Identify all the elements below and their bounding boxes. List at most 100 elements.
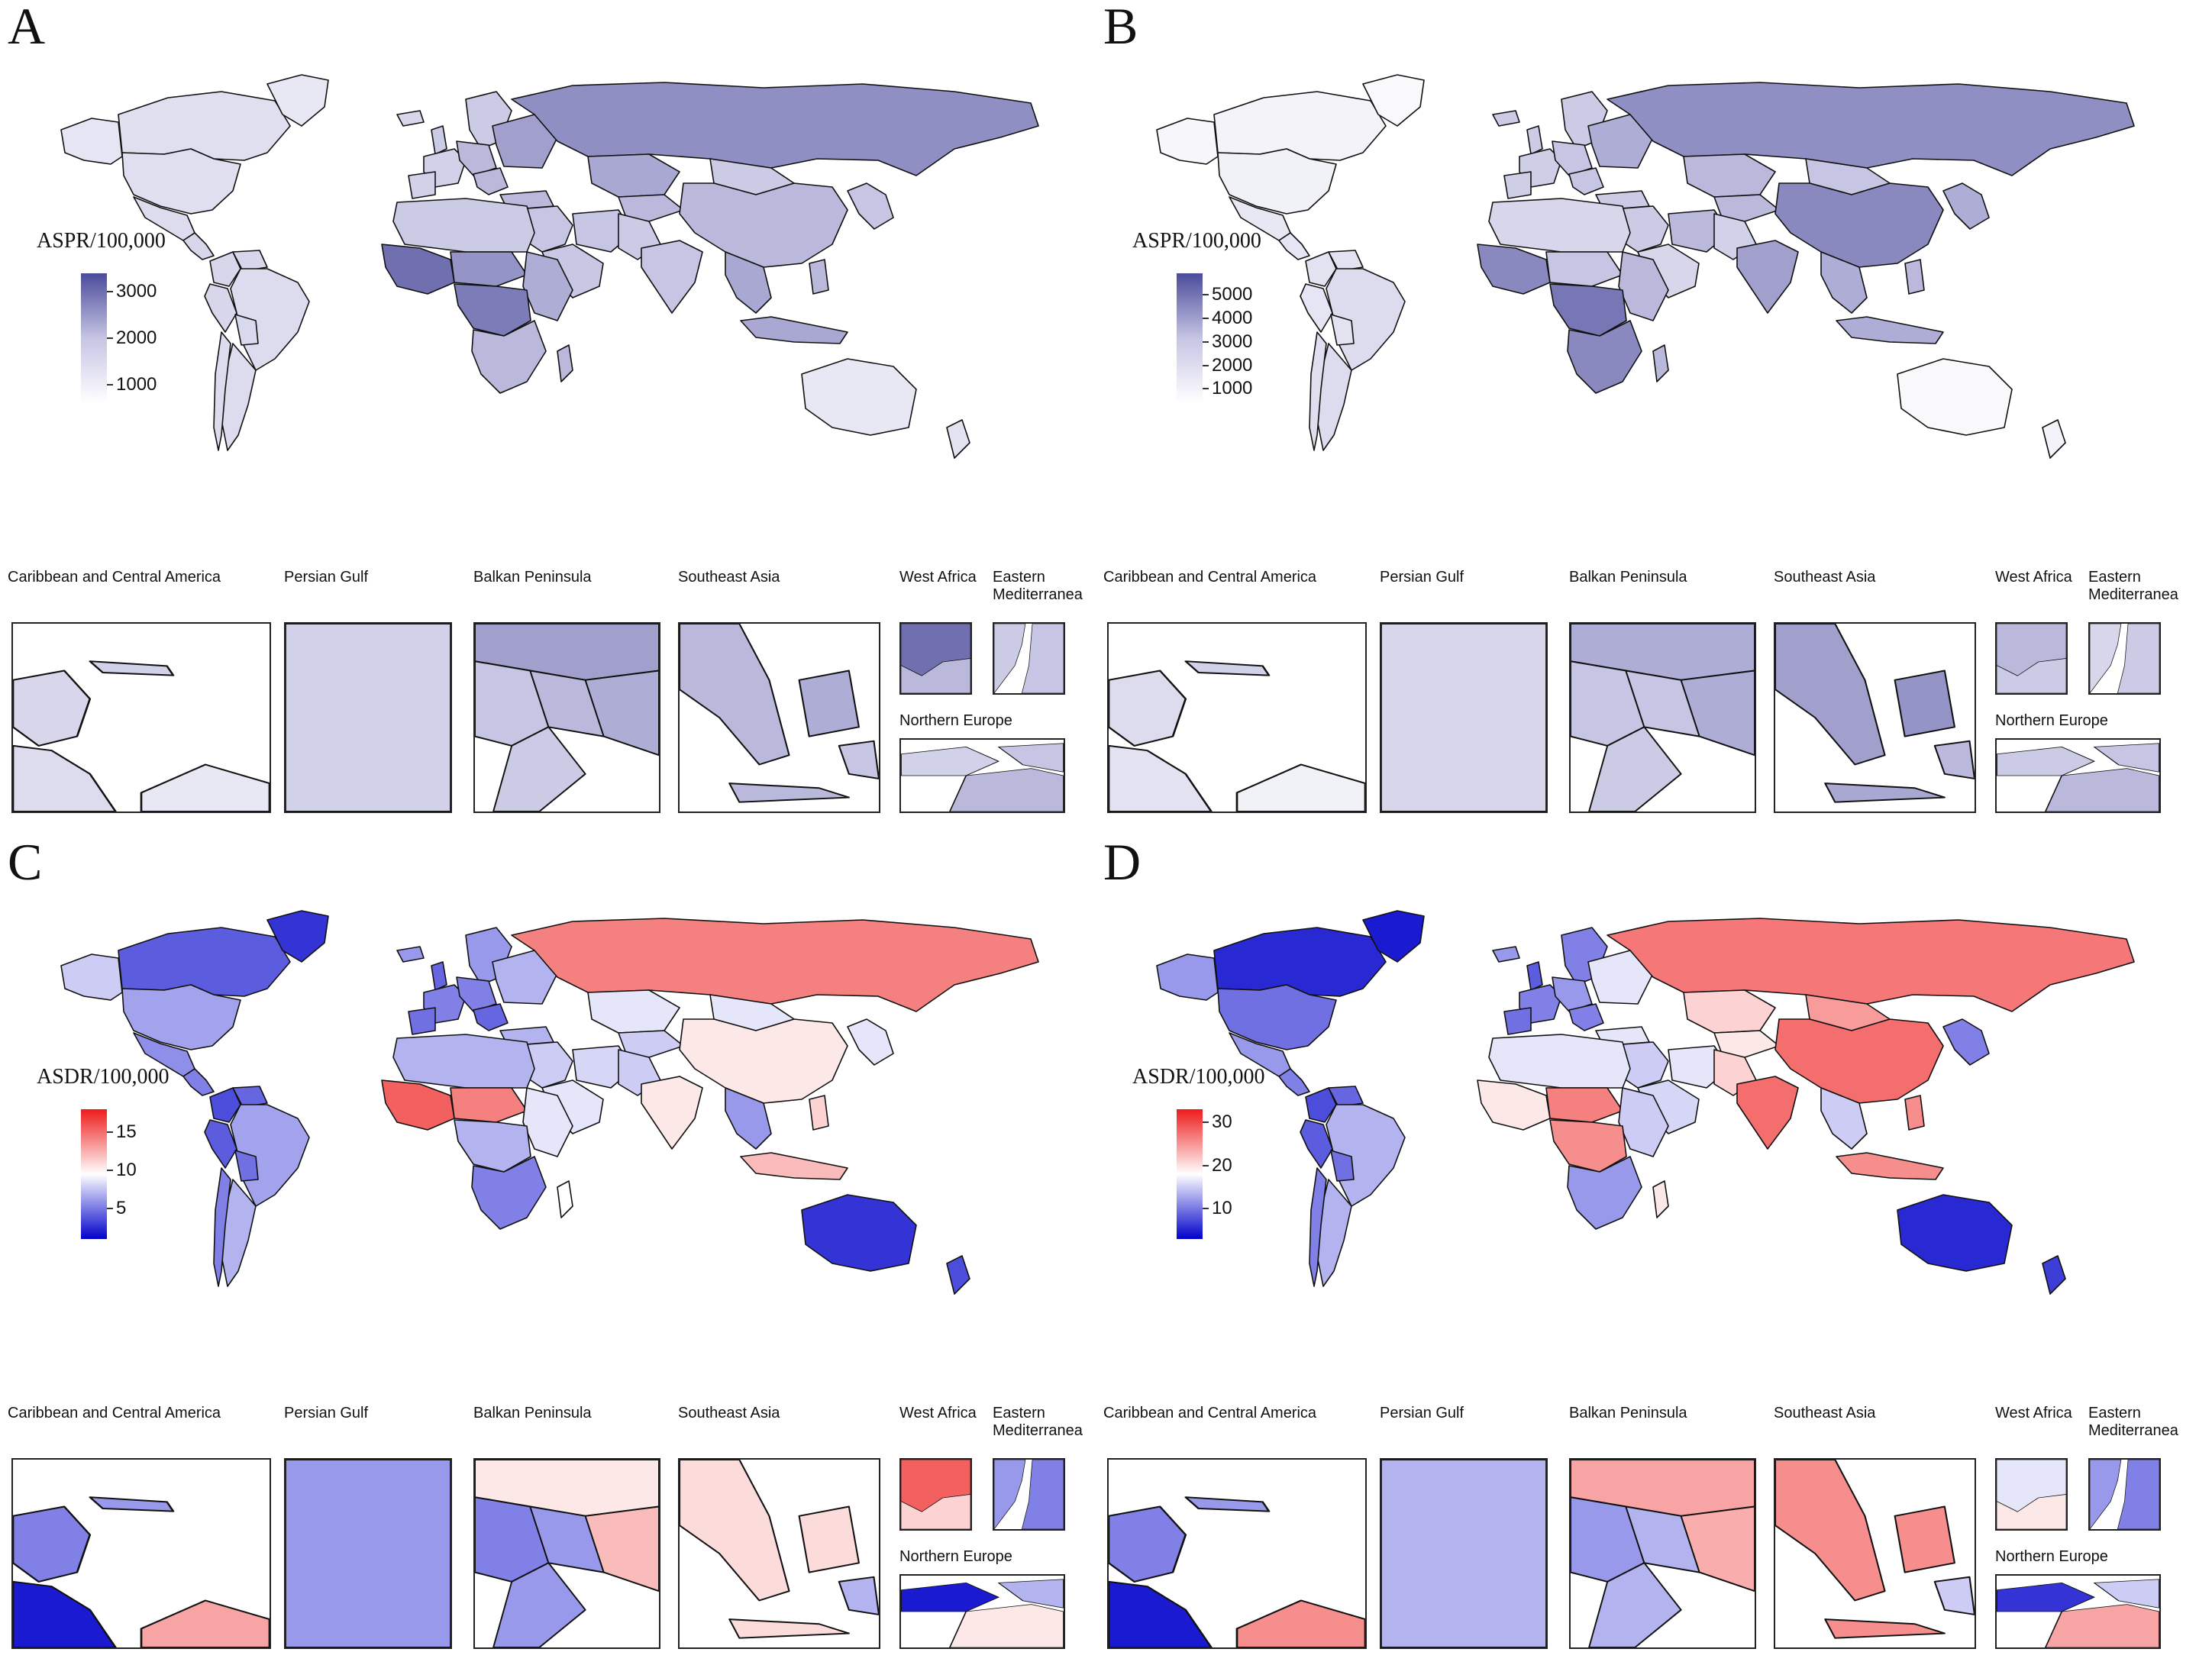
region-iceland xyxy=(1492,110,1520,127)
inset-region xyxy=(1775,624,1886,766)
region-colombia xyxy=(1305,251,1337,287)
inset-region xyxy=(994,624,1026,693)
region-iberia xyxy=(1503,171,1532,199)
region-southern-africa xyxy=(471,1156,547,1230)
inset-map-frame xyxy=(1995,738,2161,813)
inset-map-frame xyxy=(11,1458,271,1649)
inset-map-frame xyxy=(1107,1458,1367,1649)
inset-map-frame xyxy=(473,622,660,813)
region-new-zealand xyxy=(946,419,970,459)
inset-title: Northern Europe xyxy=(1995,1548,2108,1565)
region-central-america xyxy=(1278,232,1310,260)
legend-color-bar xyxy=(1177,1109,1203,1239)
inset-region xyxy=(949,768,1064,812)
region-sahel xyxy=(1545,251,1623,287)
region-north-africa xyxy=(1488,198,1631,253)
legend: ASPR/100,000 5000 4000 3000 2000 1000 xyxy=(1132,229,1331,428)
legend-color-bar xyxy=(81,273,107,403)
region-central-america xyxy=(182,1068,215,1096)
inset-map-frame xyxy=(1774,1458,1976,1649)
inset-map-frame xyxy=(993,622,1065,695)
region-india xyxy=(641,1076,703,1150)
region-kazakhstan xyxy=(587,153,680,198)
legend-tick-label: 4000 xyxy=(1212,307,1253,328)
region-madagascar xyxy=(557,344,573,382)
region-east-africa xyxy=(1618,1087,1669,1157)
inset-title: Southeast Asia xyxy=(1774,1405,1876,1421)
region-colombia xyxy=(209,1087,241,1123)
inset-region xyxy=(728,1618,850,1639)
inset-region xyxy=(1824,1618,1946,1639)
region-greenland xyxy=(1362,74,1425,127)
inset-title: Caribbean and Central America xyxy=(1103,569,1317,586)
inset-title: Balkan Peninsula xyxy=(1569,569,1687,586)
region-canada xyxy=(118,91,291,161)
region-west-africa xyxy=(1477,1079,1551,1131)
region-canada xyxy=(1213,927,1387,997)
region-chile xyxy=(213,331,231,451)
region-chile xyxy=(1309,1167,1327,1287)
inset-region xyxy=(1894,1505,1955,1573)
inset-map-frame xyxy=(899,1574,1065,1649)
inset-map-frame xyxy=(899,1458,972,1531)
inset-title: West Africa xyxy=(899,569,977,586)
region-india xyxy=(1736,240,1799,314)
region-china xyxy=(679,1018,848,1104)
region-north-africa xyxy=(392,198,535,253)
region-balkans xyxy=(1568,1003,1604,1031)
inset-title: Eastern Mediterranea xyxy=(993,569,1083,603)
region-kazakhstan xyxy=(1683,153,1776,198)
region-iberia xyxy=(408,1007,436,1035)
region-venezuela xyxy=(232,250,268,272)
region-west-africa xyxy=(381,244,455,295)
inset-map-frame xyxy=(1995,1574,2161,1649)
region-uk xyxy=(431,125,447,155)
region-balkans xyxy=(1568,167,1604,195)
legend-ticks: 15 10 5 xyxy=(37,1109,235,1239)
legend-tick-mark xyxy=(1203,1164,1209,1166)
legend-title: ASPR/100,000 xyxy=(37,229,166,253)
region-peru xyxy=(1300,283,1333,333)
inset-region xyxy=(2045,1604,2159,1647)
world-map xyxy=(1134,905,2149,1332)
region-venezuela xyxy=(1328,1086,1364,1108)
inset-title: Balkan Peninsula xyxy=(473,1405,592,1421)
inset-map-frame xyxy=(11,622,271,813)
inset-map-frame xyxy=(2088,1458,2161,1531)
region-iceland xyxy=(1492,946,1520,963)
region-southeast-asia xyxy=(1820,251,1868,314)
inset-title: Persian Gulf xyxy=(284,569,369,586)
inset-region xyxy=(901,747,999,776)
inset-map-frame xyxy=(1569,622,1756,813)
legend-tick-mark xyxy=(107,337,113,339)
region-central-asia xyxy=(618,1030,684,1058)
region-madagascar xyxy=(1652,1180,1669,1218)
region-new-zealand xyxy=(2042,419,2066,459)
legend-tick-label: 1000 xyxy=(116,373,157,395)
legend-tick-mark xyxy=(107,1131,113,1133)
inset-title: Balkan Peninsula xyxy=(1569,1405,1687,1421)
legend-title: ASPR/100,000 xyxy=(1132,229,1261,253)
region-southern-africa xyxy=(1567,1156,1642,1230)
legend-tick-label: 20 xyxy=(1212,1154,1232,1176)
region-kazakhstan xyxy=(1683,989,1776,1034)
region-chile xyxy=(213,1167,231,1287)
inset-map-frame xyxy=(284,1458,452,1649)
inset-map-frame xyxy=(1774,622,1976,813)
region-indonesia xyxy=(1836,1152,1944,1180)
region-north-africa xyxy=(392,1034,535,1089)
inset-region xyxy=(89,660,175,676)
region-indonesia xyxy=(740,316,848,344)
world-map xyxy=(38,905,1054,1332)
region-indonesia xyxy=(740,1152,848,1180)
region-canada xyxy=(118,927,291,997)
legend-tick-label: 3000 xyxy=(116,281,157,302)
region-new-zealand xyxy=(946,1255,970,1295)
inset-title: West Africa xyxy=(1995,1405,2072,1421)
region-korea-japan xyxy=(1942,182,1990,230)
inset-title: Caribbean and Central America xyxy=(8,569,221,586)
inset-region xyxy=(1588,726,1682,812)
inset-title: Eastern Mediterranea xyxy=(2088,569,2178,603)
legend: ASDR/100,000 15 10 5 xyxy=(37,1065,235,1263)
inset-region xyxy=(1588,1562,1682,1647)
